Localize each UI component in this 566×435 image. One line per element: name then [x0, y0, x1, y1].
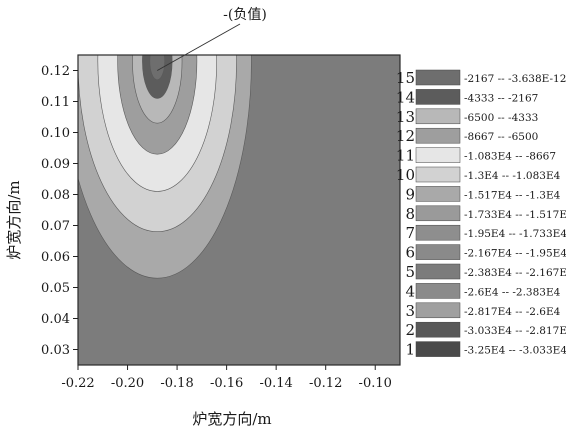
x-tick-label: -0.18: [160, 376, 193, 391]
legend-swatch: [415, 108, 461, 125]
annotation: -(负值): [157, 7, 267, 71]
legend-swatch: [415, 205, 461, 222]
legend-label: -4333 -- -2167: [464, 92, 538, 104]
x-tick-label: -0.14: [259, 376, 292, 391]
legend-item: 3 -2.817E4 -- -2.6E4: [405, 302, 560, 320]
legend-label: -2.6E4 -- -2.383E4: [464, 286, 561, 298]
legend-item: 5 -2.383E4 -- -2.167E4: [405, 263, 566, 281]
y-tick-label: 0.09: [41, 157, 70, 172]
legend-label: -2.817E4 -- -2.6E4: [464, 306, 561, 318]
legend-swatch: [415, 69, 461, 86]
legend-label: -8667 -- -6500: [464, 131, 538, 143]
legend-swatch: [415, 321, 461, 338]
legend-item: 11 -1.083E4 -- -8667: [396, 147, 556, 165]
legend-item: 1 -3.25E4 -- -3.033E4: [405, 341, 566, 359]
annotation-leader-line: [157, 23, 241, 71]
legend-level: 4: [405, 282, 415, 300]
x-tick-label: -0.20: [111, 376, 144, 391]
y-tick-label: 0.07: [41, 219, 70, 234]
y-axis-title: 炉宽方向/m: [5, 180, 23, 259]
legend-level: 15: [396, 69, 415, 87]
legend-label: -3.033E4 -- -2.817E4: [464, 325, 566, 337]
x-tick-label: -0.22: [61, 376, 94, 391]
legend-item: 2 -3.033E4 -- -2.817E4: [405, 321, 566, 339]
x-axis-title: 炉宽方向/m: [192, 410, 271, 428]
contour-band-15: [149, 55, 165, 81]
y-tick-label: 0.08: [41, 188, 70, 203]
legend-swatch: [415, 283, 461, 299]
y-tick-label: 0.06: [41, 250, 70, 265]
legend-label: -1.517E4 -- -1.3E4: [464, 189, 561, 201]
legend-level: 14: [396, 88, 415, 106]
legend-level: 12: [396, 127, 415, 145]
legend-label: -2167 -- -3.638E-12: [464, 73, 566, 85]
legend-item: 8 -1.733E4 -- -1.517E4: [405, 205, 566, 223]
legend-item: 9 -1.517E4 -- -1.3E4: [405, 185, 560, 203]
legend-level: 13: [396, 108, 415, 126]
legend-level: 2: [405, 321, 415, 339]
contour-bands: [78, 55, 252, 279]
legend-label: -6500 -- -4333: [464, 112, 538, 124]
legend-level: 11: [396, 147, 415, 165]
legend-label: -1.3E4 -- -1.083E4: [464, 170, 561, 182]
y-tick-label: 0.11: [41, 95, 70, 110]
x-tick-label: -0.16: [210, 376, 243, 391]
legend-swatch: [415, 224, 461, 241]
y-tick-label: 0.04: [41, 312, 70, 327]
legend-item: 10 -1.3E4 -- -1.083E4: [396, 166, 561, 184]
legend-swatch: [415, 127, 461, 144]
legend-item: 15 -2167 -- -3.638E-12: [396, 69, 566, 87]
legend-swatch: [415, 186, 461, 202]
annotation-label: -(负值): [223, 7, 267, 23]
legend-swatch: [415, 166, 461, 183]
legend-item: 14 -4333 -- -2167: [396, 88, 538, 106]
y-tick-label: 0.05: [41, 281, 70, 296]
legend-level: 7: [405, 224, 415, 242]
legend-level: 1: [405, 341, 415, 359]
legend-label: -2.383E4 -- -2.167E4: [464, 267, 566, 279]
legend-label: -1.733E4 -- -1.517E4: [464, 209, 566, 221]
legend-label: -3.25E4 -- -3.033E4: [464, 345, 566, 357]
legend-swatch: [415, 263, 461, 280]
y-axis-ticks: 0.03 0.04 0.05 0.06 0.07 0.08 0.09 0.10 0.11 0.12: [41, 64, 78, 358]
legend-label: -1.95E4 -- -1.733E4: [464, 228, 566, 240]
legend-level: 8: [405, 205, 415, 223]
legend-swatch: [415, 147, 461, 163]
legend-swatch: [415, 244, 461, 260]
legend-level: 10: [396, 166, 415, 184]
legend-item: 7 -1.95E4 -- -1.733E4: [405, 224, 566, 242]
legend-level: 9: [405, 185, 415, 203]
x-tick-label: -0.10: [359, 376, 392, 391]
x-axis-ticks: -0.22 -0.20 -0.18 -0.16 -0.14 -0.12 -0.10: [61, 365, 392, 391]
legend-level: 3: [405, 302, 415, 320]
legend-label: -2.167E4 -- -1.95E4: [464, 248, 566, 260]
plot-area: [77, 54, 401, 366]
legend-level: 6: [405, 244, 415, 262]
legend-item: 4 -2.6E4 -- -2.383E4: [405, 282, 560, 300]
y-tick-label: 0.12: [41, 64, 70, 79]
legend-swatch: [415, 341, 461, 357]
legend-label: -1.083E4 -- -8667: [464, 151, 556, 163]
plot-frame: [77, 54, 401, 366]
legend-item: 13 -6500 -- -4333: [396, 108, 538, 126]
y-tick-label: 0.03: [41, 343, 70, 358]
legend-item: 12 -8667 -- -6500: [396, 127, 538, 145]
y-tick-label: 0.10: [41, 126, 70, 141]
legend-swatch: [415, 89, 461, 105]
legend-swatch: [415, 302, 461, 319]
legend-level: 5: [405, 263, 415, 281]
legend-item: 6 -2.167E4 -- -1.95E4: [405, 244, 566, 262]
x-tick-label: -0.12: [309, 376, 342, 391]
